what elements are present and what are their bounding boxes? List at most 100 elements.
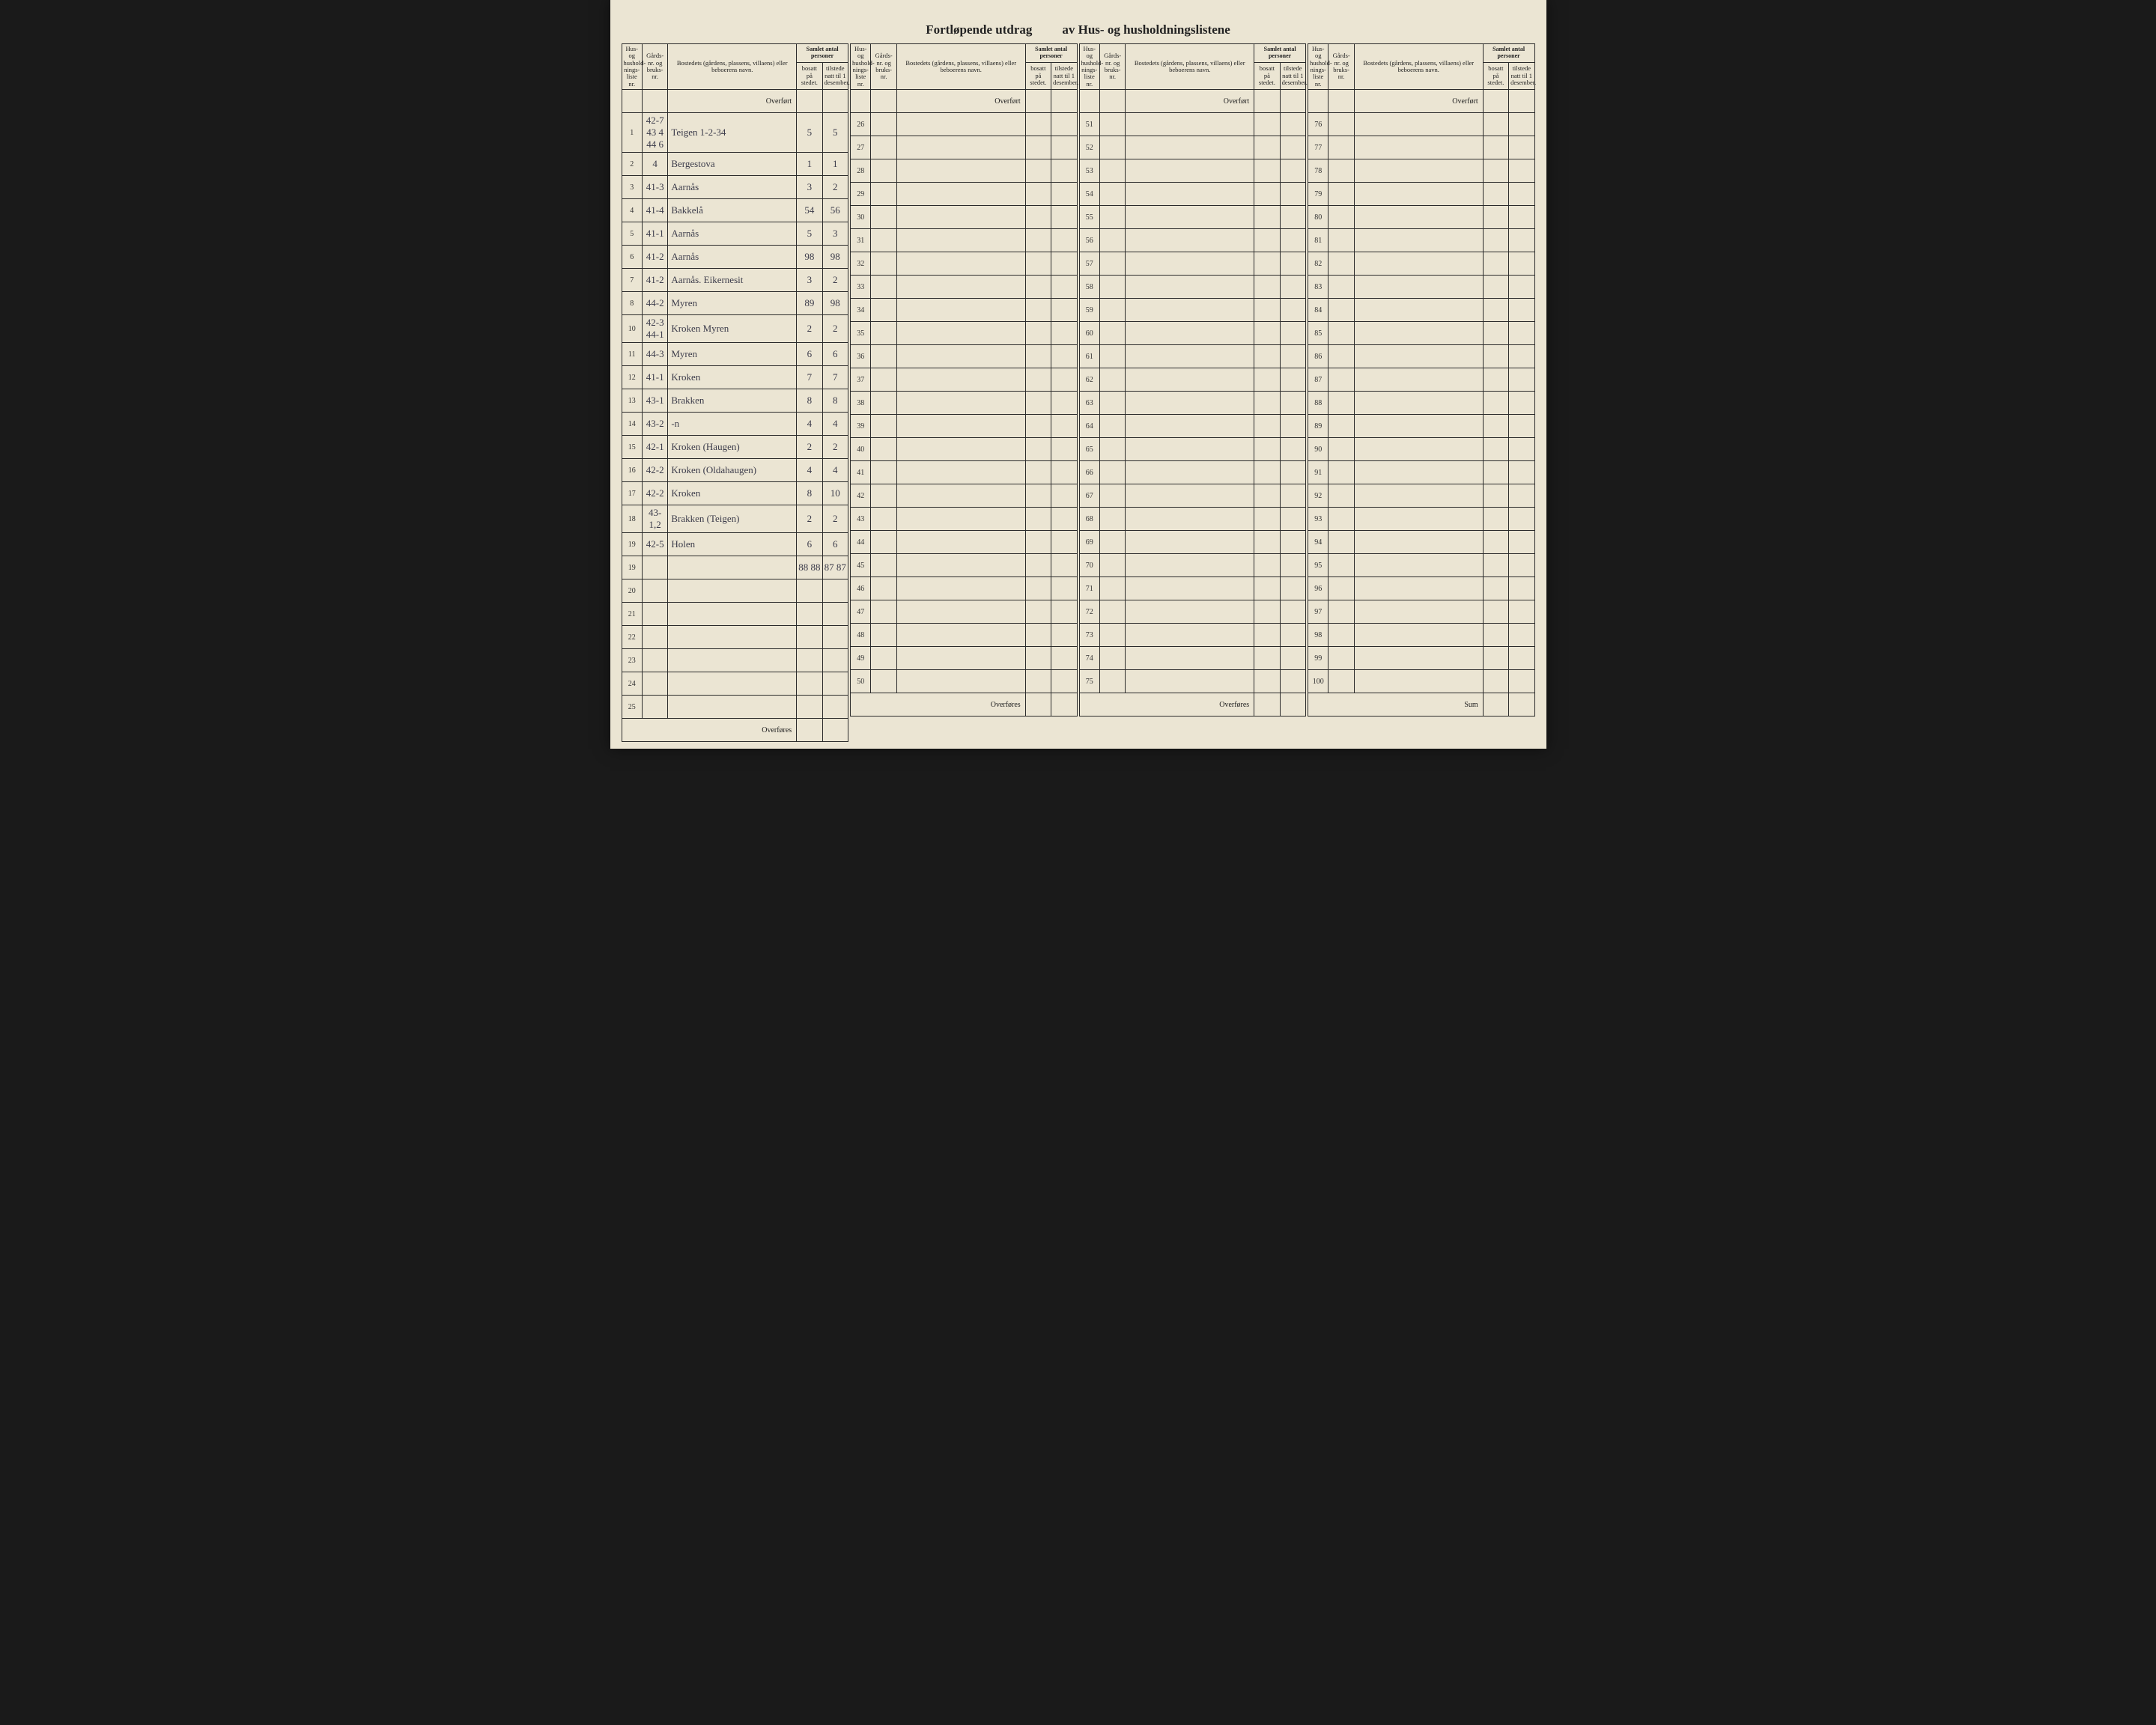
bosatt-cell <box>1254 206 1280 229</box>
header-bosatt: bosatt på stedet. <box>1254 62 1280 89</box>
navn-cell: Myren <box>668 292 797 315</box>
table-row: 10 42-3 44-1 Kroken Myren 2 2 <box>622 315 848 343</box>
header-tilstede: tilstede natt til 1 desember. <box>1051 62 1077 89</box>
row-number: 79 <box>1308 183 1328 206</box>
table-row: 4 41-4 Bakkelå 54 56 <box>622 199 848 222</box>
tilstede-cell <box>1051 461 1077 484</box>
bosatt-cell <box>1483 159 1508 183</box>
gard-cell: 43-1 <box>642 389 667 413</box>
title-right: av Hus- og husholdningslistene <box>1062 22 1230 37</box>
row-number: 5 <box>622 222 642 246</box>
row-number: 6 <box>622 246 642 269</box>
bosatt-cell <box>1254 600 1280 624</box>
gard-cell: 42-7 43 4 44 6 <box>642 113 667 153</box>
navn-cell: Brakken <box>668 389 797 413</box>
header-liste: Hus- og hushold-nings-liste nr. <box>1308 44 1328 90</box>
navn-cell <box>1126 438 1254 461</box>
navn-cell <box>668 556 797 579</box>
table-row: 63 <box>1079 392 1306 415</box>
row-number: 39 <box>851 415 871 438</box>
bosatt-cell <box>1483 368 1508 392</box>
census-table: Hus- og hushold-nings-liste nr. Gårds-nr… <box>622 43 849 742</box>
gard-cell <box>1328 438 1354 461</box>
gard-cell <box>1099 624 1125 647</box>
tilstede-cell: 6 <box>822 343 848 366</box>
table-row: 82 <box>1308 252 1535 276</box>
header-tilstede: tilstede natt til 1 desember. <box>822 62 848 89</box>
row-number: 46 <box>851 577 871 600</box>
gard-cell: 41-2 <box>642 269 667 292</box>
table-row: 61 <box>1079 345 1306 368</box>
row-number: 26 <box>851 113 871 136</box>
gard-cell <box>871 136 896 159</box>
navn-cell <box>1126 206 1254 229</box>
tilstede-cell <box>1051 600 1077 624</box>
bosatt-cell <box>1025 624 1051 647</box>
table-row: 64 <box>1079 415 1306 438</box>
tilstede-cell <box>822 649 848 672</box>
tilstede-cell: 1 <box>822 153 848 176</box>
navn-cell <box>896 299 1025 322</box>
navn-cell <box>1354 577 1483 600</box>
bosatt-cell <box>1483 276 1508 299</box>
census-table: Hus- og hushold-nings-liste nr. Gårds-nr… <box>1079 43 1307 717</box>
table-row: 7 41-2 Aarnås. Eikernesit 3 2 <box>622 269 848 292</box>
row-number: 86 <box>1308 345 1328 368</box>
navn-cell <box>896 624 1025 647</box>
row-number: 93 <box>1308 508 1328 531</box>
table-row: 52 <box>1079 136 1306 159</box>
navn-cell <box>668 603 797 626</box>
header-bosatt: bosatt på stedet. <box>797 62 822 89</box>
row-number: 25 <box>622 696 642 719</box>
table-row: 59 <box>1079 299 1306 322</box>
table-row: 72 <box>1079 600 1306 624</box>
navn-cell <box>1126 229 1254 252</box>
spread: Hus- og hushold-nings-liste nr. Gårds-nr… <box>622 43 1535 742</box>
header-navn: Bostedets (gårdens, plassens, villaens) … <box>896 44 1025 90</box>
navn-cell <box>1126 531 1254 554</box>
gard-cell <box>1099 322 1125 345</box>
bosatt-cell <box>1483 322 1508 345</box>
table-row: 92 <box>1308 484 1535 508</box>
row-number: 22 <box>622 626 642 649</box>
table-row: 90 <box>1308 438 1535 461</box>
row-number: 44 <box>851 531 871 554</box>
table-row: 60 <box>1079 322 1306 345</box>
navn-cell <box>668 579 797 603</box>
table-row: 80 <box>1308 206 1535 229</box>
tilstede-cell <box>1051 159 1077 183</box>
gard-cell <box>1099 206 1125 229</box>
bosatt-cell <box>1025 206 1051 229</box>
navn-cell: Aarnås <box>668 222 797 246</box>
navn-cell <box>668 626 797 649</box>
navn-cell <box>1354 345 1483 368</box>
tilstede-cell <box>1280 183 1305 206</box>
navn-cell <box>1126 624 1254 647</box>
tilstede-cell <box>1051 531 1077 554</box>
bosatt-cell <box>1254 299 1280 322</box>
row-number: 1 <box>622 113 642 153</box>
tilstede-cell <box>1051 299 1077 322</box>
gard-cell <box>1328 392 1354 415</box>
gard-cell <box>1328 508 1354 531</box>
row-number: 50 <box>851 670 871 693</box>
bosatt-cell: 2 <box>797 505 822 533</box>
overfores-label: Overføres <box>851 693 1026 717</box>
table-row: 3 41-3 Aarnås 3 2 <box>622 176 848 199</box>
tilstede-cell <box>1051 206 1077 229</box>
table-row: 42 <box>851 484 1078 508</box>
row-number: 3 <box>622 176 642 199</box>
bosatt-cell <box>1254 159 1280 183</box>
gard-cell <box>1099 670 1125 693</box>
tilstede-cell <box>1280 276 1305 299</box>
row-number: 19 <box>622 533 642 556</box>
bosatt-cell: 1 <box>797 153 822 176</box>
gard-cell <box>1099 600 1125 624</box>
census-table: Hus- og hushold-nings-liste nr. Gårds-nr… <box>850 43 1078 717</box>
overfort-label: Overført <box>1126 90 1254 113</box>
row-number: 88 <box>1308 392 1328 415</box>
table-row: 86 <box>1308 345 1535 368</box>
gard-cell <box>871 600 896 624</box>
navn-cell <box>1126 600 1254 624</box>
table-row: 13 43-1 Brakken 8 8 <box>622 389 848 413</box>
